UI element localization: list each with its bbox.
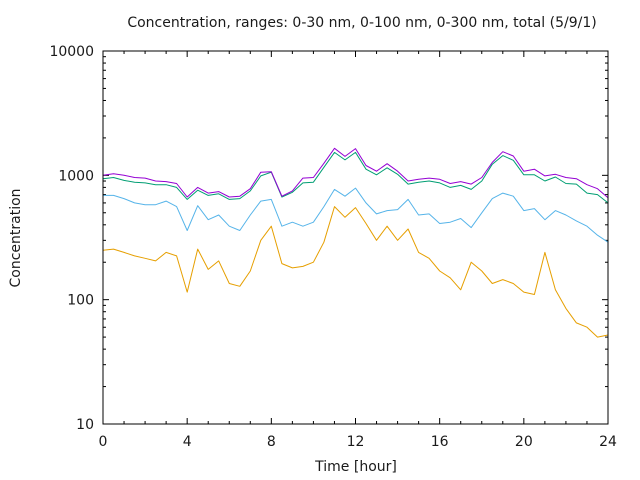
y-tick-label: 1000 [58, 168, 94, 184]
plot-lines [102, 147, 609, 338]
x-tick-label: 8 [267, 434, 276, 450]
series-line-total [102, 147, 609, 199]
x-tick-label: 4 [183, 434, 192, 450]
y-tick-label: 10 [76, 417, 94, 433]
y-axis-label: Concentration [8, 188, 24, 287]
chart-title: Concentration, ranges: 0-30 nm, 0-100 nm… [127, 15, 596, 31]
x-tick-label: 20 [515, 434, 533, 450]
axis-ticks: 0 4 8 12 16 20 24 10 100 1000 10000 [49, 44, 617, 450]
x-tick-label: 0 [99, 434, 108, 450]
series-line-0-100-nm [103, 187, 609, 243]
x-tick-label: 12 [347, 434, 365, 450]
plot-frame [102, 50, 609, 425]
y-tick-label: 10000 [49, 44, 94, 60]
y-tick-label: 100 [67, 293, 94, 309]
x-tick-label: 24 [599, 434, 617, 450]
series-line-0-300-nm [102, 151, 609, 204]
x-axis-label: Time [hour] [314, 459, 397, 475]
x-tick-label: 16 [431, 434, 449, 450]
series-line-0-30-nm [102, 206, 609, 338]
